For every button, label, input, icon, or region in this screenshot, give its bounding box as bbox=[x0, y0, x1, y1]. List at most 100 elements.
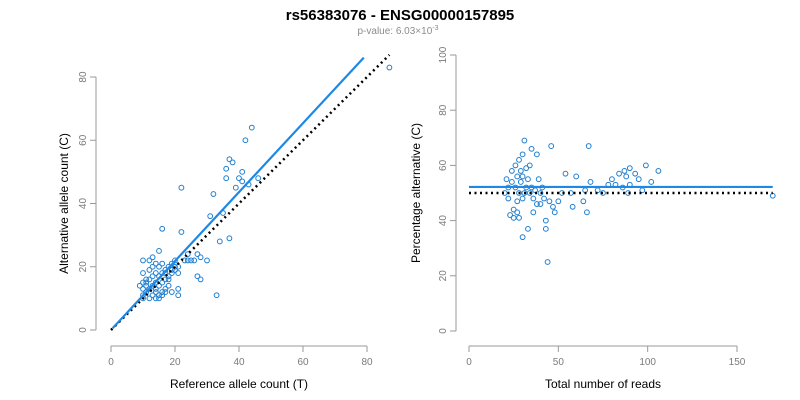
x-axis: 0 50 100 150 Total number of reads bbox=[466, 345, 746, 391]
data-point bbox=[573, 173, 580, 180]
data-point bbox=[519, 195, 526, 202]
data-point bbox=[168, 289, 175, 295]
data-point bbox=[548, 143, 555, 149]
data-point bbox=[146, 295, 153, 302]
data-point bbox=[178, 229, 185, 235]
data-point bbox=[143, 276, 150, 283]
data-point bbox=[519, 151, 526, 158]
data-point bbox=[508, 179, 515, 185]
data-point bbox=[175, 270, 182, 276]
data-point bbox=[580, 198, 587, 205]
data-point bbox=[632, 170, 639, 177]
data-point bbox=[197, 276, 204, 283]
p-value-exponent: -3 bbox=[432, 25, 438, 32]
x-tick-label: 0 bbox=[108, 357, 114, 368]
data-point bbox=[226, 235, 233, 242]
data-point bbox=[508, 168, 515, 174]
y-tick-label: 60 bbox=[438, 159, 449, 171]
data-point bbox=[162, 285, 169, 292]
data-point bbox=[143, 279, 150, 286]
data-point bbox=[149, 292, 156, 299]
y-tick-label: 20 bbox=[78, 261, 89, 273]
chart-title: rs56383076 - ENSG00000157895 bbox=[286, 7, 515, 24]
data-point bbox=[542, 225, 549, 232]
data-point bbox=[159, 292, 166, 299]
data-point bbox=[537, 201, 544, 207]
x-tick-label: 40 bbox=[233, 357, 245, 368]
y-tick-label: 40 bbox=[78, 198, 89, 210]
data-point bbox=[188, 257, 194, 264]
data-point bbox=[149, 254, 156, 261]
data-point bbox=[514, 209, 521, 216]
data-point bbox=[140, 270, 146, 276]
data-point bbox=[569, 203, 576, 210]
data-point bbox=[223, 165, 230, 172]
data-point bbox=[507, 212, 513, 218]
data-point bbox=[146, 285, 153, 292]
panel-percentage-alternative: 0 50 100 150 Total number of reads 0 20 40 60 80 1… bbox=[409, 46, 776, 391]
data-point bbox=[541, 195, 547, 202]
data-point bbox=[229, 159, 236, 166]
data-point bbox=[194, 273, 201, 280]
data-point bbox=[175, 292, 182, 299]
data-point bbox=[156, 292, 162, 299]
data-point bbox=[584, 209, 590, 216]
data-point bbox=[505, 195, 512, 202]
x-tick-label: 60 bbox=[297, 357, 309, 368]
data-point bbox=[655, 168, 662, 174]
data-point bbox=[550, 203, 556, 210]
data-point bbox=[152, 289, 159, 295]
reference-line bbox=[110, 53, 391, 331]
data-point bbox=[648, 179, 655, 185]
data-point bbox=[152, 295, 159, 302]
data-point bbox=[146, 267, 153, 273]
data-point bbox=[207, 213, 214, 220]
data-point bbox=[516, 156, 522, 163]
data-point bbox=[140, 279, 146, 286]
y-tick-label: 60 bbox=[78, 134, 89, 146]
y-axis-label: Percentage alternative (C) bbox=[409, 123, 423, 263]
data-point bbox=[136, 282, 143, 289]
data-point bbox=[140, 285, 146, 292]
x-tick-label: 150 bbox=[729, 357, 746, 368]
data-point bbox=[204, 257, 210, 264]
data-point bbox=[526, 162, 533, 169]
data-point bbox=[530, 209, 537, 216]
data-point bbox=[159, 260, 166, 267]
y-tick-label: 20 bbox=[438, 270, 449, 282]
data-point bbox=[143, 282, 150, 289]
data-point bbox=[152, 260, 159, 267]
y-axis: 0 20 40 60 80 100 Percentage alternative (C) bbox=[409, 46, 457, 334]
data-point bbox=[542, 217, 549, 224]
data-point bbox=[165, 282, 172, 289]
data-point bbox=[159, 289, 166, 295]
x-tick-label: 50 bbox=[553, 357, 565, 368]
data-point bbox=[626, 165, 633, 172]
data-point bbox=[197, 254, 204, 261]
data-point bbox=[600, 190, 606, 196]
data-point bbox=[165, 276, 172, 283]
data-point bbox=[248, 124, 255, 131]
data-point bbox=[519, 234, 526, 241]
data-point bbox=[551, 209, 558, 216]
data-point bbox=[175, 285, 182, 292]
data-point bbox=[168, 267, 175, 273]
y-tick-label: 80 bbox=[438, 104, 449, 116]
data-point bbox=[585, 143, 592, 149]
y-axis-label: Alternative allele count (C) bbox=[57, 133, 71, 274]
y-axis: 0 20 40 60 80 Alternative allele count (C) bbox=[57, 71, 97, 333]
data-points bbox=[136, 64, 393, 302]
data-point bbox=[635, 176, 642, 183]
data-point bbox=[149, 263, 156, 270]
data-point bbox=[210, 191, 217, 197]
data-point bbox=[146, 257, 153, 264]
data-point bbox=[184, 257, 191, 264]
data-point bbox=[172, 257, 178, 264]
data-point bbox=[386, 64, 393, 71]
data-point bbox=[587, 179, 594, 185]
data-point bbox=[546, 198, 553, 205]
data-point bbox=[255, 175, 262, 182]
data-point bbox=[516, 190, 522, 196]
data-point bbox=[514, 173, 521, 180]
